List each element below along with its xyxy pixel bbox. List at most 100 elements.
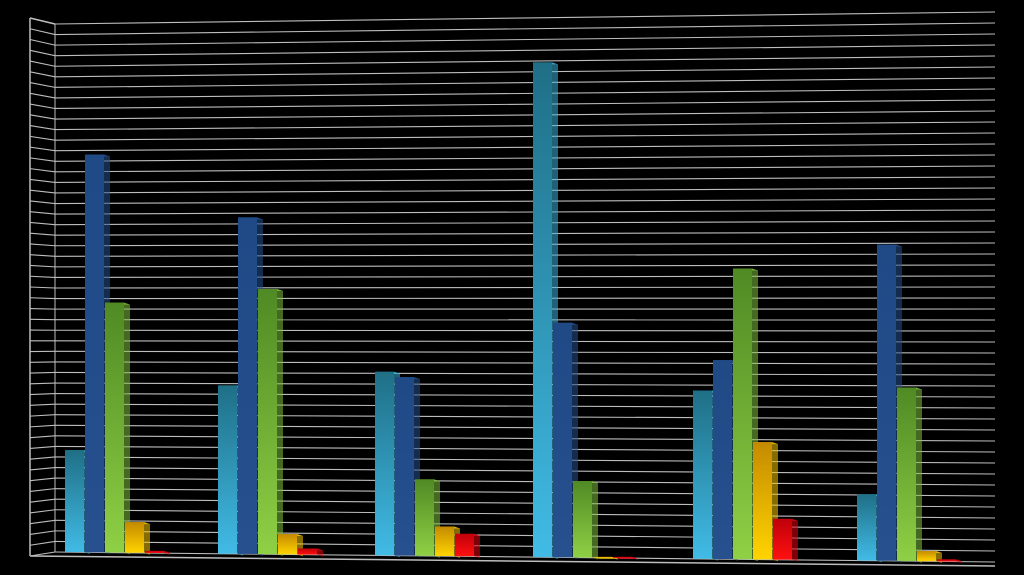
gridline-side xyxy=(29,275,56,278)
bar xyxy=(258,288,283,557)
gridline xyxy=(54,99,996,110)
gridline xyxy=(54,132,996,141)
bar-side xyxy=(317,548,323,557)
gridline xyxy=(54,371,996,376)
gridline xyxy=(54,350,996,354)
gridline-side xyxy=(29,530,56,536)
gridline xyxy=(54,77,996,88)
gridline-side xyxy=(29,221,56,226)
bar-side xyxy=(916,387,922,563)
floor-front-edge xyxy=(29,555,996,567)
gridline xyxy=(54,477,996,486)
bar-front xyxy=(773,518,792,560)
bar-front xyxy=(733,268,752,560)
gridline-side xyxy=(29,189,56,194)
gridline-side xyxy=(29,466,56,471)
gridline-side xyxy=(29,200,56,205)
gridline xyxy=(54,209,996,215)
gridline-side xyxy=(29,456,56,460)
gridline xyxy=(54,519,996,530)
gridline-side xyxy=(29,297,56,300)
gridline xyxy=(54,466,996,475)
bar-front xyxy=(693,390,712,559)
bar-front xyxy=(553,322,572,558)
bar-front xyxy=(258,288,277,555)
gridline xyxy=(54,435,996,442)
gridline xyxy=(54,110,996,120)
gridline xyxy=(54,329,996,332)
gridline xyxy=(54,403,996,409)
gridline xyxy=(54,498,996,508)
gridline xyxy=(54,424,996,431)
gridline-side xyxy=(29,232,56,236)
gridline xyxy=(54,414,996,420)
gridline xyxy=(54,393,996,398)
gridline xyxy=(54,88,996,99)
bar-front xyxy=(435,526,454,557)
gridline-side xyxy=(29,477,56,482)
gridline-side xyxy=(29,157,56,162)
bar-side xyxy=(277,288,283,557)
gridline-side xyxy=(29,551,56,557)
bar-front xyxy=(415,479,434,556)
bar-front xyxy=(713,360,732,559)
gridline xyxy=(54,382,996,387)
gridline xyxy=(54,253,996,257)
bar-side xyxy=(792,518,798,562)
gridline-side xyxy=(29,211,56,215)
bar-front xyxy=(937,559,956,562)
gridline-side xyxy=(29,243,56,247)
gridline-side xyxy=(29,92,56,99)
bar-front xyxy=(593,556,612,558)
bar-front xyxy=(85,154,104,553)
gridline-side xyxy=(29,435,56,439)
gridline xyxy=(54,361,996,365)
gridline xyxy=(54,33,996,46)
bar-front xyxy=(278,533,297,555)
gridline-side xyxy=(29,307,56,310)
gridline xyxy=(54,264,996,268)
bar-front xyxy=(897,387,916,561)
gridline xyxy=(54,198,996,205)
gridline xyxy=(54,275,996,278)
bar-front xyxy=(375,371,394,556)
bar xyxy=(298,548,323,557)
gridline-side xyxy=(29,135,56,141)
gridline xyxy=(54,340,996,343)
bar-front xyxy=(857,494,876,561)
bar-front xyxy=(613,556,632,558)
bar-front xyxy=(65,450,84,553)
bar-front xyxy=(105,302,124,553)
bar-front xyxy=(877,244,896,561)
bar xyxy=(753,442,778,562)
gridline-side xyxy=(29,488,56,492)
bar-front xyxy=(298,548,317,555)
gridline-side xyxy=(29,414,56,417)
bar-front xyxy=(917,550,936,562)
gridline xyxy=(54,509,996,519)
gridline-side xyxy=(29,264,56,268)
gridline-side xyxy=(29,114,56,120)
gridline xyxy=(54,220,996,226)
gridline xyxy=(54,44,996,57)
gridline-side xyxy=(29,71,56,78)
gridline-side xyxy=(29,38,56,46)
gridline xyxy=(54,445,996,453)
bar-front xyxy=(573,481,592,558)
bar-front xyxy=(455,533,474,557)
gridline-side xyxy=(29,371,56,374)
gridline xyxy=(54,286,996,289)
gridline xyxy=(54,176,996,183)
bar xyxy=(455,533,480,559)
gridlines xyxy=(29,11,996,563)
bar xyxy=(773,518,798,562)
gridline-side xyxy=(29,519,56,525)
gridline-side xyxy=(29,254,56,257)
gridline xyxy=(54,154,996,162)
gridline-side xyxy=(29,125,56,131)
gridline-side xyxy=(29,49,56,57)
bar-front xyxy=(238,217,257,554)
gridline-side xyxy=(29,445,56,449)
gridline xyxy=(54,55,996,67)
